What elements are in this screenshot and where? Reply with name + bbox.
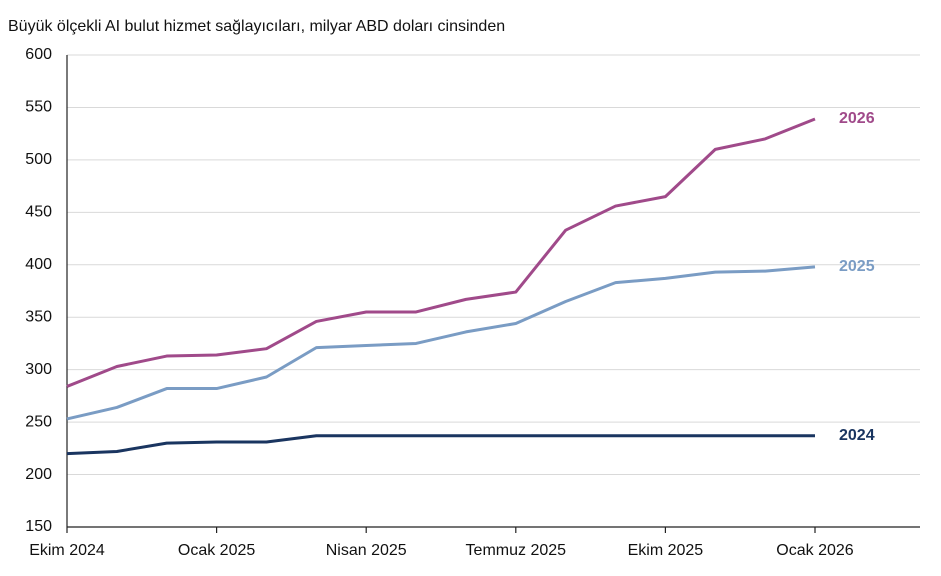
x-tick-label: Ocak 2026	[776, 542, 853, 559]
y-tick-label: 350	[25, 308, 52, 325]
x-tick-label: Ekim 2024	[29, 542, 105, 559]
series-line	[66, 265, 816, 421]
series-line	[66, 117, 816, 388]
x-tick-label: Ocak 2025	[178, 542, 255, 559]
y-tick-label: 150	[25, 518, 52, 535]
x-tick-label: Temmuz 2025	[466, 542, 567, 559]
series-label: 2026	[839, 110, 875, 127]
series-label: 2024	[839, 427, 875, 444]
y-tick-label: 300	[25, 361, 52, 378]
x-tick-label: Ekim 2025	[628, 542, 704, 559]
y-tick-label: 250	[25, 413, 52, 430]
y-tick-label: 400	[25, 256, 52, 273]
y-tick-label: 450	[25, 204, 52, 221]
y-tick-label: 200	[25, 466, 52, 483]
series-label: 2025	[839, 258, 875, 275]
y-tick-label: 550	[25, 99, 52, 116]
y-tick-label: 500	[25, 151, 52, 168]
x-tick-label: Nisan 2025	[326, 542, 407, 559]
chart-title: Büyük ölçekli AI bulut hizmet sağlayıcıl…	[8, 18, 505, 35]
series-line	[66, 434, 815, 456]
y-tick-label: 600	[25, 46, 52, 63]
